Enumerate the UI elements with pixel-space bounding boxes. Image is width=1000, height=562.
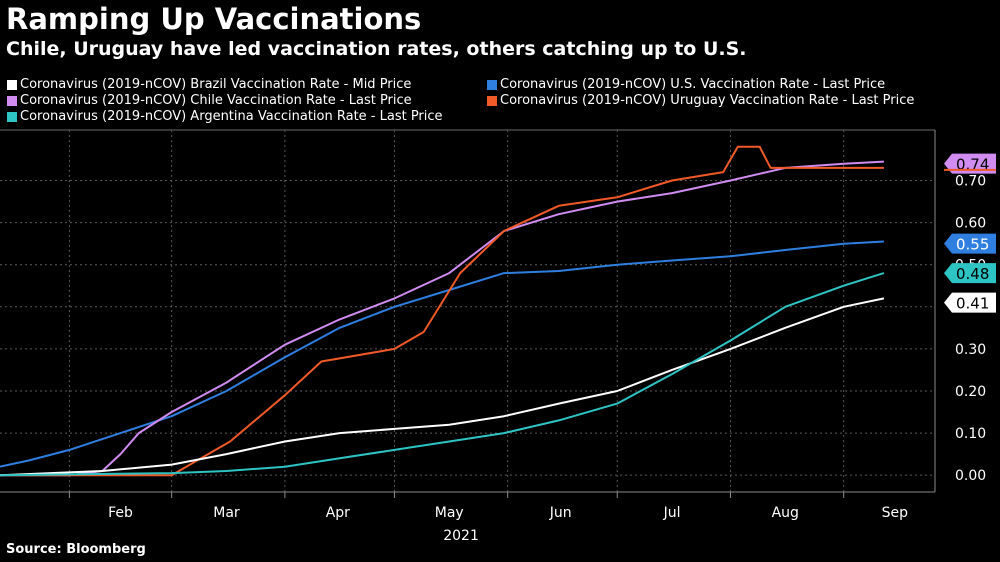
y-tick-label: 0.20 xyxy=(955,384,986,400)
source-note: Source: Bloomberg xyxy=(6,542,146,557)
value-tag-chile-text: 0.74 xyxy=(956,156,989,174)
y-tick-label: 0.30 xyxy=(955,342,986,358)
series-layer xyxy=(0,145,885,477)
value-tag-us-bg xyxy=(944,233,996,254)
x-tick-label: Jul xyxy=(663,505,681,521)
legend-item-uruguay: Coronavirus (2019-nCOV) Uruguay Vaccinat… xyxy=(487,93,914,108)
x-tick-label: May xyxy=(435,505,464,521)
legend-swatch-us xyxy=(487,79,497,90)
value-tag-brazil: 0.41 xyxy=(944,292,996,313)
value-tag-argentina-bg xyxy=(944,263,996,284)
value-tag-argentina-text: 0.48 xyxy=(956,265,989,283)
axis-layer: 0.000.100.200.300.400.500.600.70FebMarAp… xyxy=(0,130,986,544)
legend-swatch-argentina xyxy=(7,111,17,122)
legend-swatch-chile xyxy=(7,95,17,106)
legend-swatch-brazil xyxy=(7,79,17,90)
value-tag-brazil-text: 0.41 xyxy=(956,295,989,313)
series-line-3 xyxy=(0,297,885,477)
legend-label-argentina: Coronavirus (2019-nCOV) Argentina Vaccin… xyxy=(20,109,443,124)
legend-item-us: Coronavirus (2019-nCOV) U.S. Vaccination… xyxy=(487,77,885,92)
legend-label-us: Coronavirus (2019-nCOV) U.S. Vaccination… xyxy=(500,77,886,92)
chart-title: Ramping Up Vaccinations xyxy=(6,2,422,36)
grid-layer xyxy=(0,129,935,492)
x-tick-label: Sep xyxy=(882,505,909,521)
series-line-2 xyxy=(0,145,884,477)
x-tick-label: Aug xyxy=(772,505,799,521)
y-tick-label: 0.70 xyxy=(955,174,986,190)
legend-label-brazil: Coronavirus (2019-nCOV) Brazil Vaccinati… xyxy=(20,77,412,92)
x-tick-label: Jun xyxy=(549,505,572,521)
value-tag-us-text: 0.55 xyxy=(956,236,989,254)
legend-label-chile: Coronavirus (2019-nCOV) Chile Vaccinatio… xyxy=(20,93,412,108)
legend-item-argentina: Coronavirus (2019-nCOV) Argentina Vaccin… xyxy=(7,109,443,124)
legend: Coronavirus (2019-nCOV) Brazil Vaccinati… xyxy=(0,0,1000,130)
legend-swatch-uruguay xyxy=(487,95,497,106)
value-tag-us: 0.55 xyxy=(944,233,996,254)
legend-label-uruguay: Coronavirus (2019-nCOV) Uruguay Vaccinat… xyxy=(500,93,915,108)
chart-subtitle: Chile, Uruguay have led vaccination rate… xyxy=(6,38,747,60)
y-tick-label: 0.60 xyxy=(955,216,986,232)
x-tick-label: Mar xyxy=(213,505,240,521)
series-line-0 xyxy=(0,240,884,468)
value-tag-brazil-bg xyxy=(944,292,996,313)
value-tag-chile-bg xyxy=(944,153,996,174)
x-axis-year-label: 2021 xyxy=(443,528,479,544)
legend-item-chile: Coronavirus (2019-nCOV) Chile Vaccinatio… xyxy=(7,93,412,108)
value-tag-argentina: 0.48 xyxy=(944,263,996,284)
legend-item-brazil: Coronavirus (2019-nCOV) Brazil Vaccinati… xyxy=(7,77,411,92)
y-tick-label: 0.00 xyxy=(955,468,986,484)
label-layer: 0.74 0.55 0.48 0.41 xyxy=(944,153,996,313)
series-line-4 xyxy=(0,272,885,477)
x-tick-label: Feb xyxy=(108,505,133,521)
y-tick-label: 0.10 xyxy=(955,426,986,442)
x-tick-label: Apr xyxy=(326,505,350,521)
series-line-1 xyxy=(0,160,884,477)
